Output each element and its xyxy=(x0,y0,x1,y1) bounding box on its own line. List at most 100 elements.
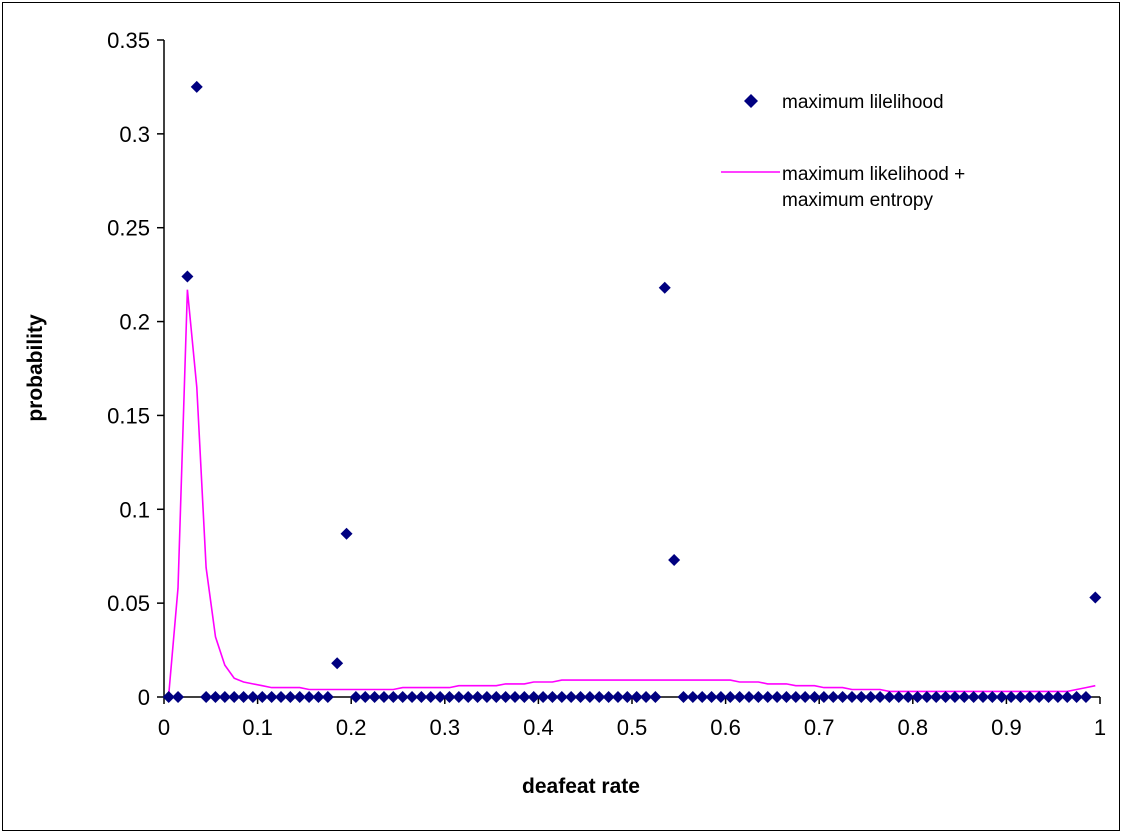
scatter-point xyxy=(293,691,306,703)
scatter-point xyxy=(836,691,849,703)
scatter-point xyxy=(920,691,933,703)
scatter-point xyxy=(434,691,447,703)
scatter-point xyxy=(162,691,175,703)
scatter-point xyxy=(817,691,830,703)
scatter-point xyxy=(1042,691,1055,703)
x-tick-label: 0.5 xyxy=(617,715,648,740)
scatter-point xyxy=(359,691,372,703)
scatter-point xyxy=(733,691,746,703)
scatter-point xyxy=(246,691,259,703)
ticks: 0 0.05 0.1 0.15 0.2 0.25 0.3 0.35 0 0.1 0.2 0.3 0.4 0… xyxy=(107,28,1106,740)
x-tick-label: 0.7 xyxy=(804,715,835,740)
scatter-point xyxy=(686,691,699,703)
scatter-point xyxy=(714,691,727,703)
x-tick-label: 0.4 xyxy=(523,715,554,740)
scatter-point xyxy=(471,691,484,703)
scatter-point xyxy=(761,691,774,703)
scatter-point xyxy=(190,80,203,93)
scatter-point xyxy=(640,691,653,703)
scatter-point xyxy=(611,691,624,703)
x-tick-label: 1 xyxy=(1094,715,1106,740)
scatter-point xyxy=(658,281,671,294)
scatter-point xyxy=(864,691,877,703)
scatter-point xyxy=(349,691,362,703)
x-tick-label: 0.1 xyxy=(242,715,273,740)
scatter-point xyxy=(621,691,634,703)
scatter-point xyxy=(986,691,999,703)
scatter-point xyxy=(892,691,905,703)
scatter-point xyxy=(958,691,971,703)
scatter-point xyxy=(368,691,381,703)
scatter-point xyxy=(1070,691,1083,703)
y-tick-label: 0.2 xyxy=(119,310,150,335)
scatter-point xyxy=(977,691,989,703)
scatter-point xyxy=(1023,691,1036,703)
scatter-point xyxy=(377,691,390,703)
scatter-point xyxy=(452,691,465,703)
scatter-point xyxy=(284,691,297,703)
scatter-point xyxy=(939,691,952,703)
x-tick-label: 0.9 xyxy=(991,715,1022,740)
scatter-point xyxy=(228,691,241,703)
scatter-point xyxy=(827,691,840,703)
scatter-point xyxy=(406,691,419,703)
scatter-point xyxy=(789,691,802,703)
scatter-point xyxy=(995,691,1008,703)
y-tick-label: 0.3 xyxy=(119,122,150,147)
scatter-point xyxy=(303,691,316,703)
scatter-point xyxy=(1051,691,1064,703)
scatter-point xyxy=(209,691,222,703)
scatter-point xyxy=(967,691,980,703)
scatter-point xyxy=(574,691,587,703)
scatter-point xyxy=(902,691,915,703)
scatter-point xyxy=(518,691,531,703)
scatter-point xyxy=(948,691,961,703)
scatter-point xyxy=(490,691,503,703)
scatter-point xyxy=(874,691,887,703)
legend-line-label-2: maximum entropy xyxy=(782,190,933,211)
y-tick-label: 0 xyxy=(138,685,150,710)
scatter-point xyxy=(855,691,868,703)
scatter-point xyxy=(499,691,512,703)
legend-scatter-marker xyxy=(744,94,758,108)
scatter-point xyxy=(883,691,896,703)
scatter-point xyxy=(780,691,793,703)
x-tick-label: 0.6 xyxy=(710,715,741,740)
scatter-point xyxy=(630,691,643,703)
scatter-point xyxy=(1061,691,1074,703)
scatter-point xyxy=(1089,591,1102,604)
scatter-point xyxy=(312,691,325,703)
y-tick-label: 0.05 xyxy=(107,591,150,616)
scatter-point xyxy=(546,691,559,703)
scatter-point xyxy=(181,270,194,283)
scatter-point xyxy=(583,691,596,703)
legend-line-label-1: maximum likelihood + xyxy=(782,164,965,185)
y-tick-label: 0.25 xyxy=(107,216,150,241)
scatter-point xyxy=(845,691,858,703)
scatter-point xyxy=(808,691,821,703)
scatter-point xyxy=(321,691,334,703)
scatter-point xyxy=(565,691,578,703)
scatter-point xyxy=(705,691,718,703)
x-tick-label: 0.8 xyxy=(898,715,929,740)
scatter-point xyxy=(265,691,278,703)
scatter-point xyxy=(218,691,231,703)
scatter-point xyxy=(602,691,615,703)
scatter-point xyxy=(527,691,540,703)
scatter-point xyxy=(724,691,737,703)
scatter-series xyxy=(162,80,1102,703)
scatter-point xyxy=(256,691,269,703)
y-tick-label: 0.35 xyxy=(107,28,150,53)
scatter-point xyxy=(200,691,213,703)
scatter-point xyxy=(752,691,765,703)
scatter-point xyxy=(443,691,456,703)
scatter-point xyxy=(480,691,493,703)
scatter-point xyxy=(743,691,755,703)
scatter-point xyxy=(340,527,353,540)
scatter-point xyxy=(537,691,550,703)
scatter-point xyxy=(771,691,784,703)
legend: maximum lilelihood maximum likelihood + … xyxy=(721,92,965,211)
legend-scatter-label: maximum lilelihood xyxy=(782,92,944,113)
